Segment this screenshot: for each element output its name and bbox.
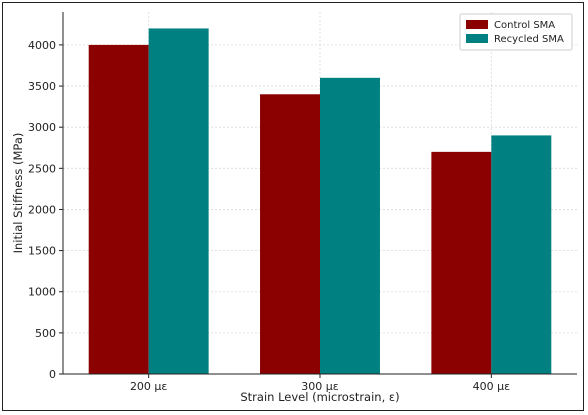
y-tick-label: 0	[49, 368, 56, 381]
bar-recycled-0	[148, 28, 209, 374]
x-axis-label: Strain Level (microstrain, ε)	[240, 390, 399, 404]
y-tick-label: 2500	[28, 162, 56, 175]
bar-control-2	[431, 151, 492, 374]
bars	[88, 28, 552, 375]
bar-recycled-1	[320, 77, 380, 375]
legend-swatch-control	[466, 20, 488, 29]
y-tick-label: 500	[35, 327, 56, 340]
y-tick-label: 1500	[28, 245, 56, 258]
axes	[59, 12, 577, 378]
legend-swatch-recycled	[466, 34, 488, 43]
y-tick-label: 2000	[28, 203, 56, 216]
bar-control-0	[88, 44, 149, 375]
y-tick-label: 1000	[28, 286, 56, 299]
x-tick-label: 400 με	[473, 380, 510, 393]
bar-recycled-2	[491, 135, 552, 374]
y-tick-label: 3000	[28, 121, 56, 134]
y-axis-label: Initial Stiffness (MPa)	[11, 133, 25, 254]
y-tick-labels: 0 500 1000 1500 2000 2500 3000 3500 4000	[28, 39, 56, 381]
x-tick-label: 300 με	[301, 380, 338, 393]
legend-label-control: Control SMA	[494, 20, 555, 31]
bar-control-1	[260, 94, 320, 374]
y-tick-label: 4000	[28, 39, 56, 52]
legend-label-recycled: Recycled SMA	[494, 34, 564, 45]
x-tick-labels: 200 με 300 με 400 με	[130, 380, 510, 393]
legend: Control SMA Recycled SMA	[459, 13, 573, 51]
x-tick-label: 200 με	[130, 380, 167, 393]
y-tick-label: 3500	[28, 80, 56, 93]
